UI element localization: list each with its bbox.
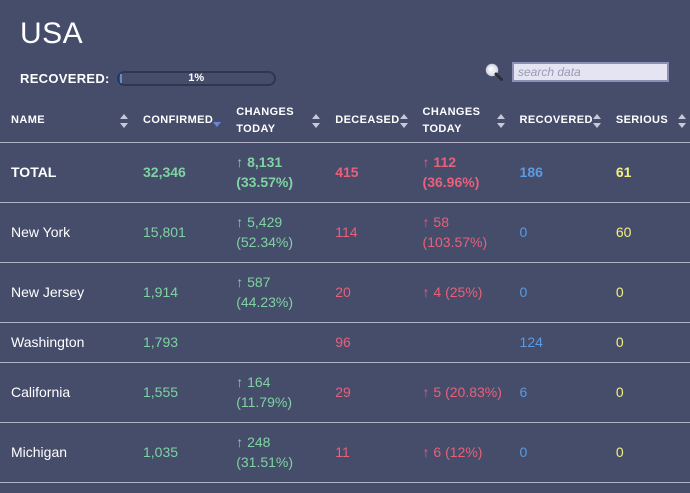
cell-confirmed-change: ↑ 164 (11.79%) [225, 362, 325, 423]
sort-icon[interactable] [399, 113, 408, 128]
cell-confirmed: 1,793 [132, 322, 226, 363]
search-icon[interactable] [485, 63, 503, 81]
cell-change-line: (33.57%) [236, 174, 294, 190]
sort-icon[interactable] [312, 113, 321, 128]
cell-confirmed: 1,914 [132, 262, 226, 323]
cell-change-line: ↑ 112 [422, 154, 457, 170]
cell-name: Michigan [0, 422, 132, 483]
page-title: USA [20, 17, 84, 50]
cell-confirmed-change: ↑ 248 (31.51%) [225, 422, 325, 483]
cell-confirmed-change [225, 322, 325, 363]
cell-deceased-change: ↑ 58 (103.57%) [411, 202, 509, 263]
cell-deceased: 29 [324, 362, 412, 423]
table-header-row: NAME CONFIRMED CHANGES TODAY DECEASED CH… [0, 100, 690, 143]
cell-change-line: (44.23%) [236, 294, 294, 310]
cell-deceased: 415 [324, 142, 412, 203]
recovered-label: RECOVERED: [20, 71, 110, 86]
cell-serious: 60 [604, 202, 690, 263]
cell-confirmed-change: ↑ 8,131 (33.57%) [225, 142, 325, 203]
cell-confirmed: 15,801 [132, 202, 226, 263]
recovered-progress-fill [119, 74, 122, 83]
cell-confirmed-change: ↑ 5,429 (52.34%) [225, 202, 325, 263]
sort-icon[interactable] [496, 113, 505, 128]
column-header-label: CHANGES TODAY [236, 105, 295, 135]
cell-serious: 0 [604, 422, 690, 483]
cell-recovered: 6 [508, 362, 605, 423]
data-table: NAME CONFIRMED CHANGES TODAY DECEASED CH… [0, 100, 690, 483]
search-box [485, 62, 669, 82]
recovered-progress: RECOVERED: 1% [20, 71, 276, 86]
column-header-label: CONFIRMED [143, 114, 214, 127]
column-header-confirmed[interactable]: CONFIRMED [132, 100, 226, 143]
cell-change-line: ↑ 58 [422, 214, 450, 230]
search-input[interactable] [512, 62, 669, 82]
cell-deceased-change [411, 322, 509, 363]
cell-confirmed: 1,555 [132, 362, 226, 423]
sort-desc-icon[interactable] [213, 114, 222, 128]
sort-icon[interactable] [120, 113, 128, 128]
cell-change-line: ↑ 164 [236, 374, 271, 390]
cell-change-line: ↑ 6 (12%) [422, 444, 483, 460]
cell-recovered: 124 [508, 322, 605, 363]
cell-recovered: 0 [508, 262, 605, 323]
cell-change-line: (103.57%) [422, 234, 488, 250]
column-header-serious[interactable]: SERIOUS [604, 100, 690, 143]
cell-name: California [0, 362, 132, 423]
cell-name: New Jersey [0, 262, 132, 323]
cell-change-line: ↑ 8,131 [236, 154, 283, 170]
cell-recovered: 0 [508, 202, 605, 263]
column-header-label: NAME [11, 114, 45, 127]
cell-serious: 0 [604, 322, 690, 363]
cell-deceased: 20 [324, 262, 412, 323]
cell-change-line: (11.79%) [236, 394, 292, 410]
column-header-changes-today[interactable]: CHANGES TODAY [225, 100, 325, 143]
cell-change-line: ↑ 587 [236, 274, 271, 290]
cell-confirmed: 32,346 [132, 142, 226, 203]
table-row[interactable]: New York 15,801 ↑ 5,429 (52.34%) 114 ↑ 58… [0, 202, 690, 263]
column-header-name[interactable]: NAME [0, 100, 132, 143]
table-row[interactable]: New Jersey 1,914 ↑ 587 (44.23%) 20 ↑ 4 (2… [0, 262, 690, 323]
cell-change-line: (31.51%) [236, 454, 294, 470]
cell-change-line: ↑ 5 (20.83%) [422, 384, 502, 400]
cell-serious: 0 [604, 262, 690, 323]
sort-icon[interactable] [592, 113, 601, 128]
column-header-label: CHANGES TODAY [422, 105, 481, 135]
cell-change-line: (36.96%) [422, 174, 480, 190]
column-header-recovered[interactable]: RECOVERED [508, 100, 605, 143]
cell-name: New York [0, 202, 132, 263]
cell-deceased-change: ↑ 6 (12%) [411, 422, 509, 483]
cell-deceased: 114 [324, 202, 412, 263]
table-row[interactable]: California 1,555 ↑ 164 (11.79%) 29 ↑ 5 (2… [0, 362, 690, 423]
sort-icon[interactable] [678, 113, 686, 128]
cell-deceased: 11 [324, 422, 412, 483]
column-header-deceased[interactable]: DECEASED [324, 100, 412, 143]
table-row[interactable]: Michigan 1,035 ↑ 248 (31.51%) 11 ↑ 6 (12%… [0, 422, 690, 483]
recovered-progress-bar: 1% [116, 71, 276, 86]
recovered-progress-text: 1% [188, 72, 205, 84]
cell-deceased-change: ↑ 112 (36.96%) [411, 142, 509, 203]
column-header-label: SERIOUS [615, 114, 669, 127]
column-header-label: RECOVERED [519, 114, 593, 127]
cell-change-line: ↑ 5,429 [236, 214, 283, 230]
table-row-total[interactable]: TOTAL 32,346 ↑ 8,131 (33.57%) 415 ↑ 112 (3… [0, 142, 690, 203]
cell-name: Washington [0, 322, 132, 363]
column-header-changes-today-deceased[interactable]: CHANGES TODAY [411, 100, 509, 143]
cell-recovered: 0 [508, 422, 605, 483]
cell-deceased: 96 [324, 322, 412, 363]
cell-recovered: 186 [508, 142, 605, 203]
cell-serious: 0 [604, 362, 690, 423]
cell-name: TOTAL [0, 142, 132, 203]
cell-change-line: ↑ 248 [236, 434, 271, 450]
cell-serious: 61 [604, 142, 690, 203]
cell-deceased-change: ↑ 4 (25%) [411, 262, 509, 323]
table-row[interactable]: Washington 1,793 96 124 0 [0, 322, 690, 363]
cell-change-line: (52.34%) [236, 234, 294, 250]
column-header-label: DECEASED [335, 114, 400, 127]
cell-change-line: ↑ 4 (25%) [422, 284, 483, 300]
cell-confirmed: 1,035 [132, 422, 226, 483]
cell-confirmed-change: ↑ 587 (44.23%) [225, 262, 325, 323]
cell-deceased-change: ↑ 5 (20.83%) [411, 362, 509, 423]
